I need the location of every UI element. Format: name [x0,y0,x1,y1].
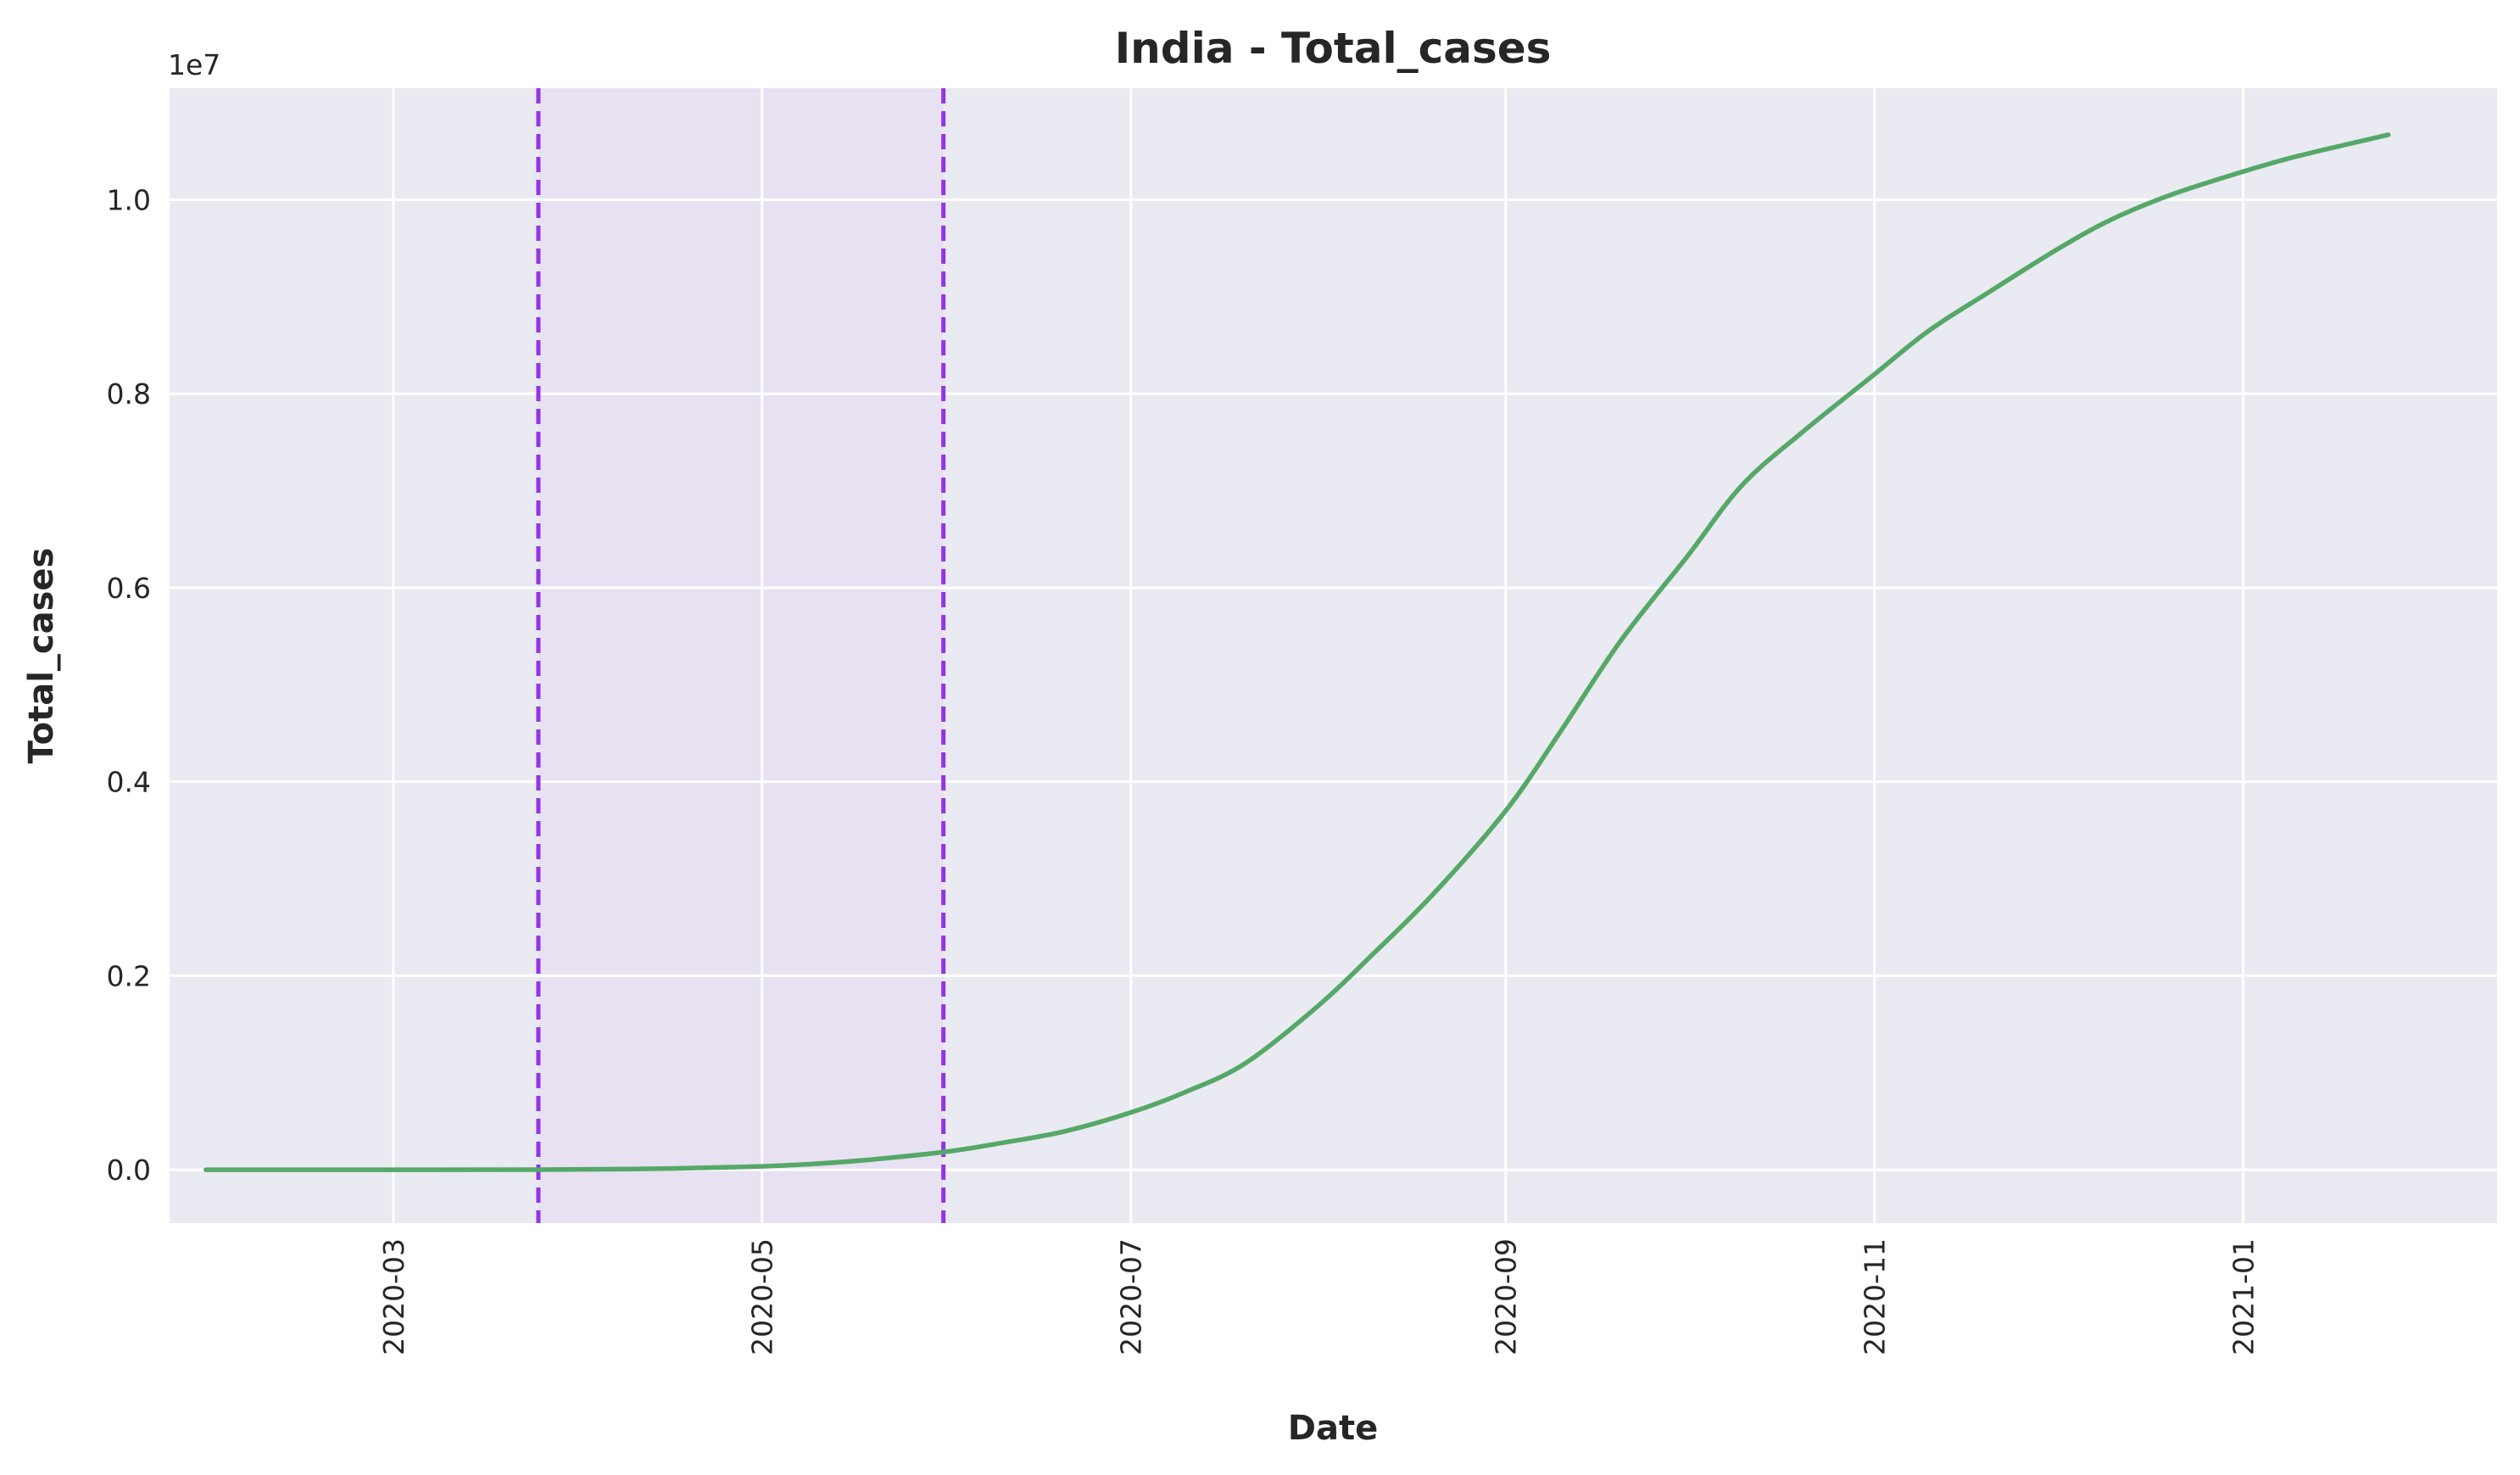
x-tick-label: 2020-11 [1859,1238,1892,1355]
y-tick-label: 0.2 [107,959,151,992]
y-tick-label: 1.0 [107,184,151,217]
x-tick-label: 2020-03 [377,1238,410,1355]
y-offset-label: 1e7 [168,48,220,81]
x-tick-labels: 2020-03 2020-05 2020-07 2020-09 2020-11 2021-… [377,1238,2261,1355]
x-tick-label: 2020-07 [1115,1238,1148,1355]
lockdown-shading [538,88,944,1223]
x-axis-label: Date [1288,1409,1378,1448]
y-axis-label: Total_cases [22,548,61,764]
total-cases-line [203,132,2391,1172]
x-tick-label: 2020-05 [746,1238,779,1355]
plot-background [170,88,2497,1223]
y-tick-label: 0.6 [107,572,151,605]
chart-title: India - Total_cases [1115,24,1552,73]
x-tick-label: 2020-09 [1490,1238,1523,1355]
y-tick-labels: 0.0 0.2 0.4 0.6 0.8 1.0 [107,184,151,1187]
y-tick-label: 0.8 [107,377,151,411]
y-tick-label: 0.0 [107,1154,151,1187]
x-tick-label: 2021-01 [2227,1238,2261,1355]
y-tick-label: 0.4 [107,766,151,799]
